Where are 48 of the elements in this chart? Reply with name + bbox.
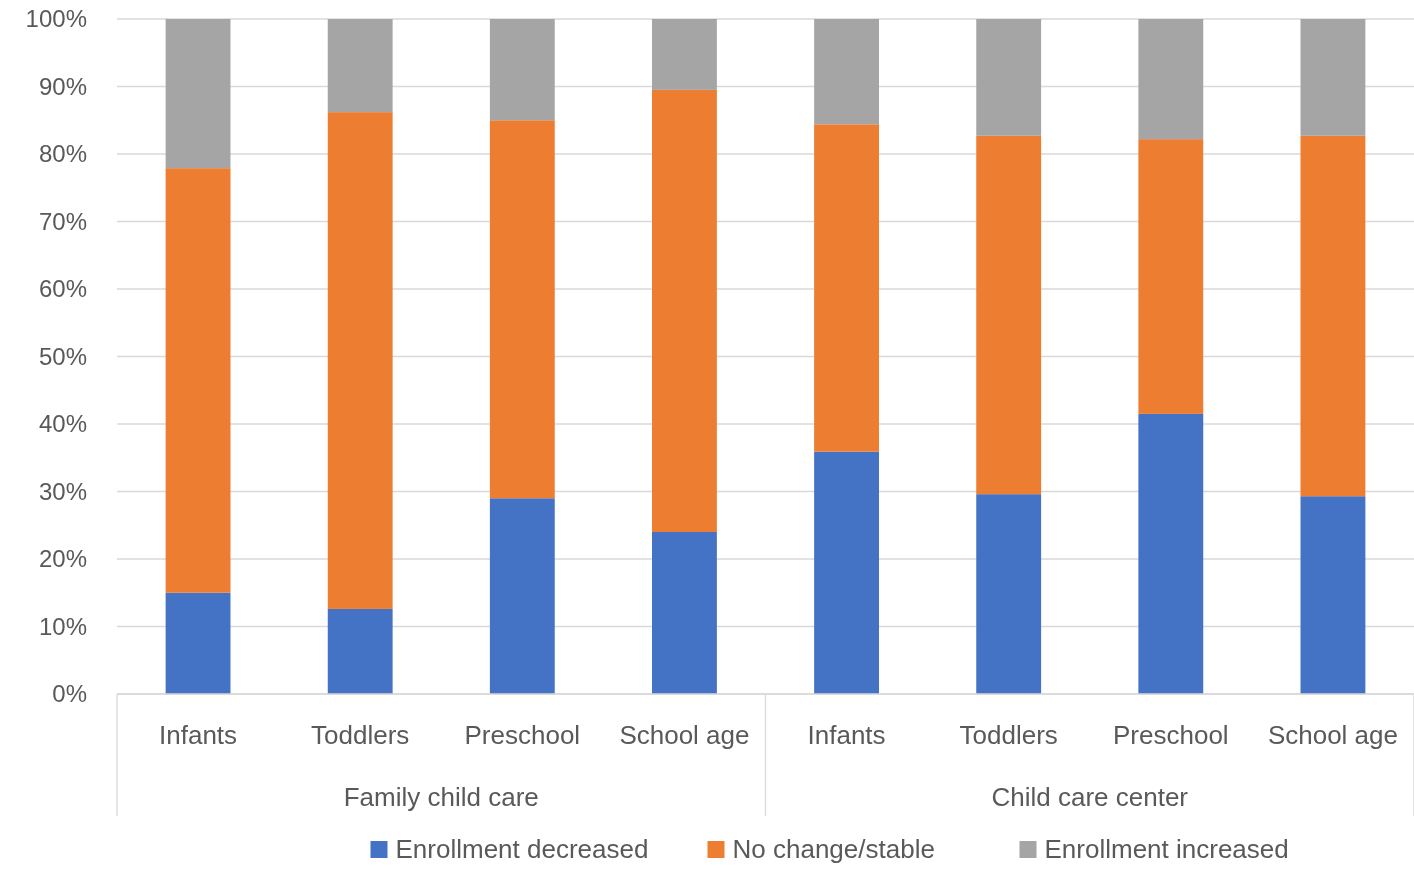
bar bbox=[652, 532, 717, 694]
bar bbox=[165, 19, 231, 169]
y-tick-label: 50% bbox=[38, 342, 87, 370]
y-tick-label: 40% bbox=[38, 410, 87, 438]
bar bbox=[165, 592, 231, 694]
legend-label: Enrollment increased bbox=[1044, 834, 1289, 864]
y-tick-label: 100% bbox=[25, 5, 87, 33]
x-tick-label: Infants bbox=[159, 720, 238, 750]
x-tick-label: School age bbox=[1267, 720, 1398, 750]
bar bbox=[814, 124, 879, 452]
legend-label: No change/stable bbox=[732, 834, 935, 864]
text: Family child care bbox=[343, 782, 539, 812]
y-tick-label: 70% bbox=[38, 207, 87, 235]
y-tick-label: 10% bbox=[38, 612, 87, 640]
bar bbox=[1300, 135, 1366, 497]
y-tick-label: 80% bbox=[38, 140, 87, 168]
bar bbox=[1300, 19, 1366, 136]
x-tick-label: Preschool bbox=[464, 720, 581, 750]
x-tick-label: Infants bbox=[807, 720, 886, 750]
bar bbox=[165, 168, 231, 593]
y-tick-label: 0% bbox=[52, 680, 87, 708]
bar bbox=[327, 608, 393, 694]
bar bbox=[1138, 413, 1204, 694]
bar bbox=[814, 451, 879, 694]
bar bbox=[1138, 19, 1204, 140]
bar bbox=[489, 498, 555, 694]
x-tick-label: Toddlers bbox=[311, 720, 410, 750]
bar bbox=[976, 19, 1042, 136]
x-tick-label: Toddlers bbox=[959, 720, 1058, 750]
bar bbox=[652, 19, 717, 90]
bar bbox=[1138, 139, 1204, 414]
text: Child care center bbox=[991, 782, 1189, 812]
bar bbox=[489, 19, 555, 121]
bar bbox=[489, 120, 555, 499]
x-tick-label: School age bbox=[619, 720, 750, 750]
bar bbox=[976, 135, 1042, 495]
y-tick-label: 60% bbox=[38, 275, 87, 303]
y-tick-label: 90% bbox=[38, 72, 87, 100]
bar bbox=[814, 19, 879, 125]
bar bbox=[327, 19, 393, 113]
y-tick-label: 30% bbox=[38, 477, 87, 505]
legend-label: Enrollment decreased bbox=[395, 834, 649, 864]
bar bbox=[976, 494, 1042, 694]
bar bbox=[652, 89, 717, 532]
bar bbox=[327, 112, 393, 609]
y-tick-label: 20% bbox=[38, 545, 87, 573]
bar bbox=[1300, 496, 1366, 694]
x-tick-label: Preschool bbox=[1113, 720, 1229, 750]
